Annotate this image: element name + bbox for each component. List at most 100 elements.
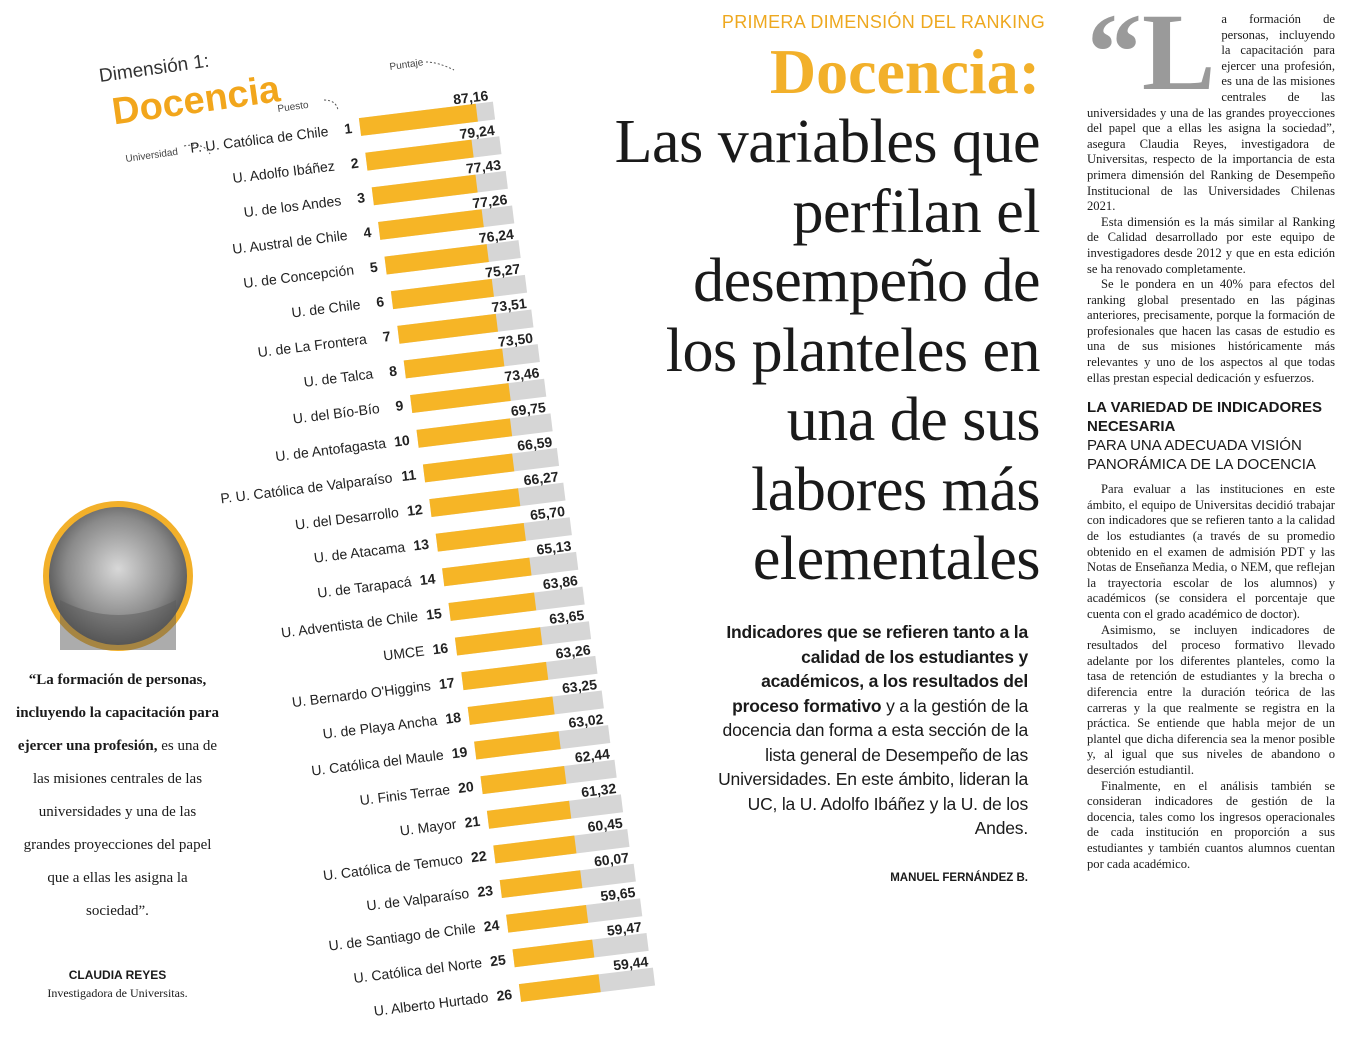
byline: MANUEL FERNÁNDEZ B. (890, 872, 1028, 884)
value-label: 63,26 (555, 641, 592, 661)
subhead-bold: LA VARIEDAD DE INDICADORES NECESARIA (1087, 399, 1323, 436)
axis-label: Puntaje (389, 57, 425, 73)
value-label: 73,46 (504, 364, 541, 384)
section-label: PRIMERA DIMENSIÓN DEL RANKING (721, 12, 1045, 32)
bar (506, 904, 589, 933)
article: “L a formación de personas, incluyendo l… (1087, 0, 1335, 872)
subhead: LA VARIEDAD DE INDICADORES NECESARIA PARA… (1087, 398, 1335, 474)
bar (435, 522, 526, 552)
rank-label: 8 (388, 362, 398, 379)
rank-label: 23 (476, 882, 494, 900)
value-label: 60,07 (593, 849, 630, 869)
bar (499, 870, 583, 899)
value-label: 66,27 (523, 468, 560, 488)
category-label: U. de Concepción (242, 262, 354, 291)
bar (493, 835, 577, 864)
bar (486, 800, 572, 829)
bar-row: 8 U. de Talca 73,50 (303, 330, 540, 390)
category-label: U. Católica de Temuco (322, 850, 464, 883)
category-label: U. Austral de Chile (231, 227, 348, 257)
category-label: U. de Playa Ancha (322, 712, 438, 742)
rank-label: 22 (470, 847, 488, 865)
rank-label: 25 (489, 951, 507, 969)
rank-label: 24 (483, 917, 501, 935)
bar (422, 453, 515, 483)
value-label: 63,86 (542, 572, 579, 592)
category-label: U. del Bío-Bío (292, 400, 381, 427)
paragraph: a formación de personas, incluyendo la c… (1087, 12, 1335, 214)
category-label: U. Católica del Norte (353, 954, 483, 986)
bar-row: 21 U. Mayor 61,32 (399, 780, 624, 839)
rank-label: 18 (444, 709, 462, 727)
headline-line: labores más (751, 455, 1040, 524)
category-label: U. Católica del Maule (310, 746, 444, 778)
category-label: U. de Talca (303, 365, 374, 389)
quote-name: CLAUDIA REYES (68, 968, 167, 982)
headline-line: los planteles en (665, 316, 1041, 385)
paragraph: Se le pondera en un 40% para efectos del… (1087, 277, 1335, 385)
value-label: 73,51 (491, 295, 528, 315)
value-label: 87,16 (452, 87, 489, 107)
category-label: UMCE (382, 643, 425, 664)
headline: Las variables que perfilan el desempeño … (540, 108, 1041, 595)
rank-label: 7 (382, 328, 392, 345)
bar (512, 939, 595, 968)
bar (448, 592, 537, 621)
value-label: 62,44 (574, 745, 611, 765)
pull-quote: “La formación de personas, incluyendo la… (15, 664, 220, 928)
headline-line: Las variables que (614, 108, 1041, 176)
rank-label: 3 (356, 189, 366, 206)
value-label: 69,75 (510, 399, 547, 419)
paragraph: Para evaluar a las instituciones en este… (1087, 482, 1335, 621)
bar (410, 383, 511, 414)
bar (378, 209, 484, 240)
rank-label: 20 (457, 778, 475, 796)
bar (384, 244, 489, 275)
headline-lead: Docencia: (769, 36, 1040, 107)
bar (397, 313, 498, 344)
value-label: 63,25 (561, 676, 598, 696)
paragraph: Asimismo, se incluyen indicadores de res… (1087, 622, 1335, 777)
bar (390, 278, 494, 310)
quote-bold: “La formación de personas, incluyendo la… (16, 672, 219, 754)
bar-row: 16 UMCE 63,65 (382, 607, 592, 664)
value-label: 66,59 (516, 434, 553, 454)
category-label: P. U. Católica de Chile (189, 123, 329, 156)
rank-label: 17 (438, 674, 456, 692)
paragraph: Finalmente, en el análisis también se co… (1087, 778, 1335, 871)
category-label: U. Bernardo O'Higgins (291, 677, 432, 710)
lead-bold: Indicadores que se refieren tanto a la c… (726, 622, 1028, 716)
category-label: U. del Desarrollo (294, 504, 400, 533)
bar (454, 627, 543, 656)
bar (442, 557, 532, 587)
rank-label: 15 (425, 605, 443, 623)
rank-label: 13 (412, 536, 430, 554)
rank-label: 2 (350, 155, 360, 172)
rank-label: 10 (393, 432, 411, 450)
drop-cap: “L (1087, 0, 1216, 113)
paragraph: Esta dimensión es la más similar al Rank… (1087, 214, 1335, 276)
value-label: 59,65 (600, 884, 637, 904)
rank-label: 4 (363, 224, 373, 241)
bar (461, 661, 549, 691)
value-label: 75,27 (484, 260, 521, 280)
rank-label: 12 (406, 501, 424, 519)
value-label: 63,65 (548, 607, 585, 627)
axis-label: Universidad (125, 147, 179, 165)
rank-label: 5 (369, 259, 379, 276)
rank-label: 26 (496, 986, 514, 1004)
rank-label: 6 (375, 293, 385, 310)
value-label: 60,45 (587, 815, 624, 835)
chart-header: Dimensión 1: Docencia (98, 51, 284, 134)
category-label: U. Finis Terrae (359, 781, 451, 808)
category-label: U. de Antofagasta (274, 435, 387, 464)
value-label: 63,02 (568, 711, 605, 731)
bar (429, 488, 521, 517)
portrait-shade (60, 600, 176, 650)
category-label: P. U. Católica de Valparaíso (220, 469, 394, 506)
bar-row: 20 U. Finis Terrae 62,44 (359, 745, 617, 808)
category-label: U. Adolfo Ibáñez (232, 158, 336, 186)
value-label: 65,70 (529, 503, 566, 523)
lead: Indicadores que se refieren tanto a la c… (715, 620, 1028, 841)
